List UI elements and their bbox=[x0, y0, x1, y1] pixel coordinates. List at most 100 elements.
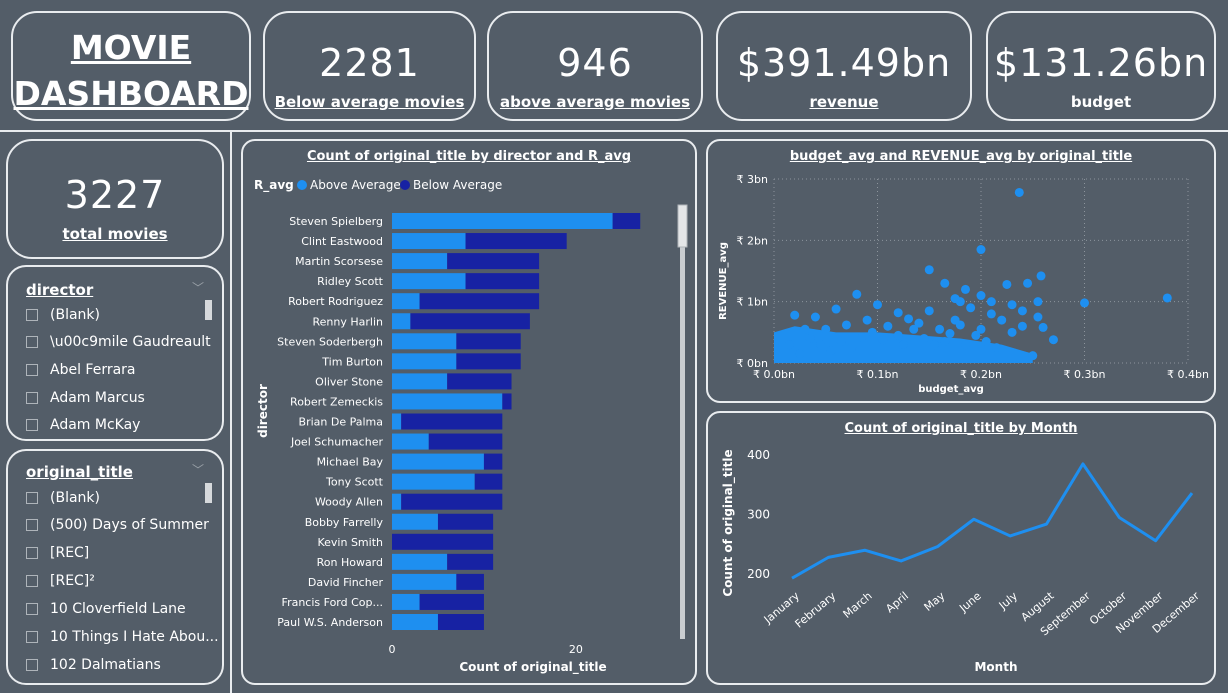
scatter-y-tick-label: ₹ 0bn bbox=[737, 357, 768, 370]
kpi-below-average-card[interactable]: 2281 Below average movies bbox=[263, 11, 476, 121]
checkbox[interactable] bbox=[26, 336, 38, 348]
original-title-slicer-item[interactable]: 102 Dalmatians bbox=[26, 654, 161, 676]
scatter-point bbox=[1002, 279, 1012, 289]
bar-segment bbox=[392, 273, 466, 290]
scatter-chart-panel[interactable]: budget_avg and REVENUE_avg by original_t… bbox=[706, 139, 1216, 403]
director-slicer-item[interactable]: (Blank) bbox=[26, 304, 100, 326]
bar-category-label: Tim Burton bbox=[321, 355, 383, 368]
scatter-point bbox=[831, 304, 841, 314]
checkbox[interactable] bbox=[26, 364, 38, 376]
director-slicer[interactable]: director ﹀ (Blank) \u00c9mile Gaudreault… bbox=[6, 265, 224, 441]
legend-marker bbox=[297, 180, 307, 190]
kpi-revenue-label: revenue bbox=[809, 93, 879, 111]
scatter-point bbox=[1080, 298, 1089, 308]
kpi-revenue-card[interactable]: $391.49bn revenue bbox=[716, 11, 972, 121]
director-slicer-title: director bbox=[26, 281, 94, 299]
bar-segment bbox=[392, 433, 429, 450]
checkbox[interactable] bbox=[26, 631, 38, 643]
scatter-point bbox=[821, 324, 831, 334]
scatter-chart[interactable]: ₹ 0bn ₹ 1bn ₹ 2bn ₹ 3bn ₹ 0.0bn ₹ 0.1bn ₹ 0.2b… bbox=[708, 141, 1214, 401]
line-x-tick-label: March bbox=[841, 589, 875, 621]
kpi-above-average-card[interactable]: 946 above average movies bbox=[487, 11, 703, 121]
original-title-slicer-item[interactable]: [REC] bbox=[26, 542, 89, 564]
scatter-point bbox=[800, 324, 810, 334]
line-y-tick-label: 300 bbox=[747, 507, 770, 521]
scatter-point bbox=[1048, 335, 1058, 345]
original-title-slicer-item[interactable]: (Blank) bbox=[26, 487, 100, 509]
scatter-point bbox=[1007, 300, 1017, 310]
bar-chart-scroll-thumb bbox=[677, 204, 688, 248]
scatter-point bbox=[929, 340, 939, 350]
scatter-y-axis-title: REVENUE_avg bbox=[718, 242, 729, 320]
checkbox[interactable] bbox=[26, 392, 38, 404]
kpi-below-average-value: 2281 bbox=[319, 41, 420, 85]
bar-segment bbox=[502, 393, 512, 410]
bar-category-label: Brian De Palma bbox=[299, 416, 383, 429]
director-slicer-item[interactable]: Adam McKay bbox=[26, 414, 140, 436]
checkbox[interactable] bbox=[26, 492, 38, 504]
original-title-slicer-item[interactable]: 10 Cloverfield Lane bbox=[26, 598, 186, 620]
bar-segment bbox=[392, 333, 457, 350]
bar-chart-title: Count of original_title by director and … bbox=[306, 149, 632, 164]
checkbox[interactable] bbox=[26, 419, 38, 431]
checkbox[interactable] bbox=[26, 519, 38, 531]
bar-segment bbox=[428, 433, 503, 450]
original-title-slicer-item[interactable]: (500) Days of Summer bbox=[26, 514, 209, 536]
original-title-slicer-item[interactable]: 10 Things I Hate Abou... bbox=[26, 626, 219, 648]
director-bar-chart-panel[interactable]: Count of original_title by director and … bbox=[241, 139, 697, 685]
checkbox[interactable] bbox=[26, 575, 38, 587]
bar-segment bbox=[392, 233, 466, 250]
chevron-down-icon[interactable]: ﹀ bbox=[192, 281, 205, 295]
bar-segment bbox=[437, 614, 484, 630]
original-title-slicer-item[interactable]: [REC]² bbox=[26, 570, 95, 592]
scatter-point bbox=[950, 294, 960, 304]
scatter-point bbox=[981, 337, 991, 347]
legend-marker bbox=[400, 180, 410, 190]
bar-segment bbox=[392, 573, 457, 590]
scatter-point bbox=[1023, 278, 1033, 288]
scatter-point bbox=[852, 289, 862, 299]
director-slicer-item[interactable]: \u00c9mile Gaudreault bbox=[26, 331, 211, 353]
bar-segment bbox=[401, 493, 503, 510]
checkbox[interactable] bbox=[26, 547, 38, 559]
bar-segment bbox=[612, 213, 641, 229]
scatter-point bbox=[986, 309, 996, 319]
bar-segment bbox=[392, 533, 494, 550]
director-slicer-item[interactable]: Abel Ferrara bbox=[26, 359, 136, 381]
bar-chart[interactable]: R_avg Above Average Below Average Steven Sp… bbox=[243, 141, 695, 683]
director-slicer-item[interactable]: Adam Marcus bbox=[26, 387, 145, 409]
scatter-y-tick-label: ₹ 2bn bbox=[737, 234, 768, 247]
horizontal-divider bbox=[0, 130, 1228, 132]
bar-segment bbox=[392, 253, 448, 270]
original-title-slicer[interactable]: original_title ﹀ (Blank) (500) Days of S… bbox=[6, 449, 224, 685]
bar-category-label: Kevin Smith bbox=[317, 536, 383, 549]
scatter-x-tick-label: ₹ 0.2bn bbox=[960, 368, 1002, 381]
bar-segment bbox=[392, 213, 613, 229]
line-series bbox=[791, 462, 1194, 580]
scatter-point bbox=[940, 278, 950, 288]
scatter-point bbox=[945, 329, 955, 339]
kpi-total-movies-card[interactable]: 3227 total movies bbox=[6, 139, 224, 259]
chevron-down-icon[interactable]: ﹀ bbox=[192, 463, 205, 477]
bar-segment bbox=[456, 353, 521, 370]
checkbox[interactable] bbox=[26, 603, 38, 615]
director-slicer-scrollbar[interactable] bbox=[205, 300, 212, 320]
scatter-point bbox=[862, 315, 872, 325]
line-x-tick-label: June bbox=[956, 589, 984, 615]
dashboard-title-line2: DASHBOARD bbox=[13, 74, 249, 113]
scatter-point bbox=[950, 315, 960, 325]
bar-segment bbox=[392, 293, 420, 310]
line-chart-panel[interactable]: Count of original_title by Month 200 300 4… bbox=[706, 411, 1216, 685]
bar-segment bbox=[447, 373, 512, 390]
original-title-slicer-scrollbar[interactable] bbox=[205, 483, 212, 503]
line-x-tick-label: April bbox=[883, 589, 911, 615]
original-title-slicer-title: original_title bbox=[26, 463, 133, 481]
checkbox[interactable] bbox=[26, 309, 38, 321]
checkbox[interactable] bbox=[26, 659, 38, 671]
x-tick-label: 20 bbox=[569, 643, 583, 656]
kpi-budget-card[interactable]: $131.26bn budget bbox=[986, 11, 1216, 121]
scatter-x-tick-label: ₹ 0.3bn bbox=[1064, 368, 1106, 381]
vertical-divider bbox=[230, 130, 232, 693]
scatter-point bbox=[867, 327, 877, 337]
